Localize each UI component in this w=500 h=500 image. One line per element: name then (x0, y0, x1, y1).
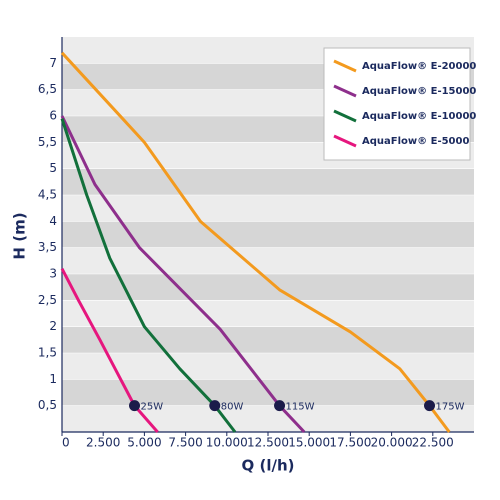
y-tick-label: 4 (49, 214, 57, 228)
band (62, 300, 474, 327)
x-tick-label: 17.500 (329, 436, 371, 450)
y-tick-label: 3,5 (38, 240, 57, 254)
point-label: 115W (286, 402, 315, 413)
legend-swatch (333, 109, 357, 123)
y-tick-label: 6 (49, 109, 57, 123)
point-label: 80W (221, 402, 244, 413)
legend-swatch (333, 84, 357, 98)
legend-label: AquaFlow® E-15000 (362, 86, 476, 97)
y-tick-label: 5 (49, 161, 57, 175)
y-tick-label: 1,5 (38, 346, 57, 360)
y-tick-label: 1 (49, 372, 57, 386)
series-line (60, 51, 451, 433)
point-label: 175W (436, 402, 465, 413)
legend-label: AquaFlow® E-10000 (362, 111, 476, 122)
legend-swatch (333, 134, 357, 148)
series-line (60, 268, 159, 433)
y-tick-label: 6,5 (38, 82, 57, 96)
y-tick-label: 7 (49, 56, 57, 70)
y-tick-label: 2 (49, 319, 57, 333)
y-tick-label: 4,5 (38, 188, 57, 202)
operating-point (209, 400, 221, 412)
operating-point (129, 400, 141, 412)
x-tick-label: 7.500 (168, 436, 202, 450)
legend-label: AquaFlow® E-20000 (362, 61, 476, 72)
point-label: 25W (141, 402, 164, 413)
operating-point (274, 400, 286, 412)
band (62, 195, 474, 222)
y-tick-label: 0,5 (38, 398, 57, 412)
y-tick-label: 2,5 (38, 293, 57, 307)
x-tick-label: 12.500 (247, 436, 289, 450)
band (62, 353, 474, 380)
x-tick-label: 0 (62, 436, 70, 450)
band (62, 168, 474, 195)
y-tick-label: 5,5 (38, 135, 57, 149)
legend-label: AquaFlow® E-5000 (362, 136, 469, 147)
x-tick-label: 22.500 (412, 436, 454, 450)
x-tick-label: 2.500 (86, 436, 120, 450)
x-tick-label: 20.000 (371, 436, 413, 450)
legend-swatch (333, 59, 357, 73)
x-axis-title: Q (l/h) (242, 457, 295, 475)
y-axis-title: H (m) (11, 212, 29, 259)
operating-point (424, 400, 436, 412)
x-tick-label: 15.000 (288, 436, 330, 450)
band (62, 247, 474, 274)
series-line (60, 115, 306, 434)
y-tick-label: 3 (49, 267, 57, 281)
x-tick-label: 10.000 (206, 436, 248, 450)
band (62, 405, 474, 432)
x-tick-label: 5.000 (127, 436, 161, 450)
band (62, 326, 474, 353)
